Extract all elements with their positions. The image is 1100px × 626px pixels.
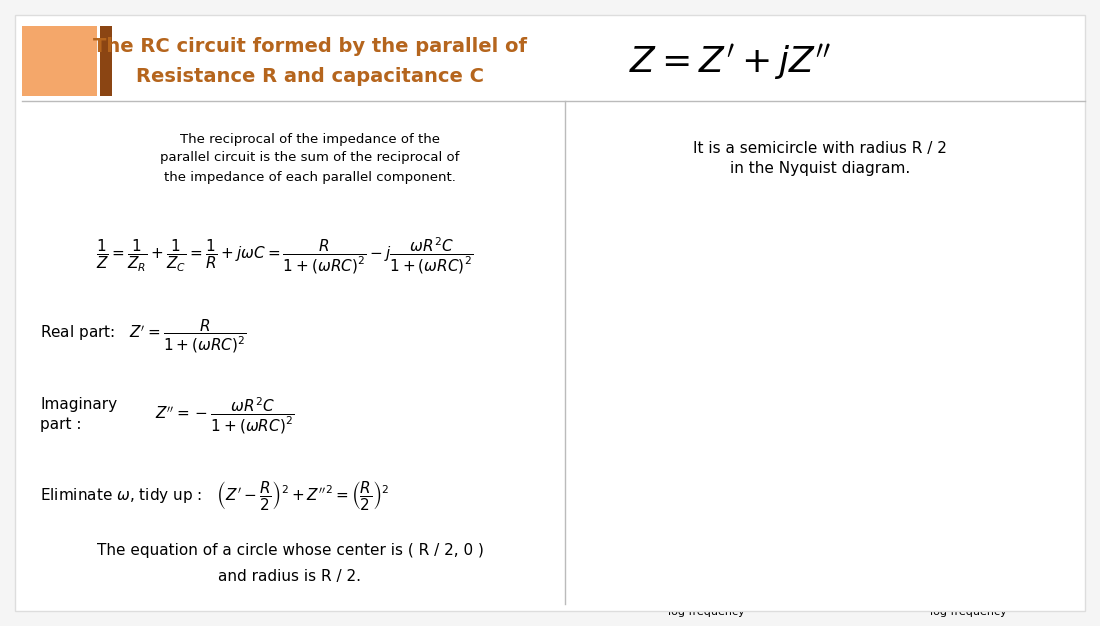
X-axis label: log frequency: log frequency bbox=[930, 607, 1007, 617]
Text: Imaginary: Imaginary bbox=[40, 396, 117, 411]
Text: $10^0$: $10^0$ bbox=[621, 374, 641, 388]
Text: the impedance of each parallel component.: the impedance of each parallel component… bbox=[164, 170, 455, 183]
Text: The RC circuit formed by the parallel of: The RC circuit formed by the parallel of bbox=[94, 38, 527, 56]
Text: The equation of a circle whose center is ( R / 2, 0 ): The equation of a circle whose center is… bbox=[97, 543, 483, 558]
Text: in the Nyquist diagram.: in the Nyquist diagram. bbox=[730, 160, 910, 175]
Text: Resistance R and capacitance C: Resistance R and capacitance C bbox=[136, 68, 484, 86]
Text: It is a semicircle with radius R / 2: It is a semicircle with radius R / 2 bbox=[693, 140, 947, 155]
FancyBboxPatch shape bbox=[100, 26, 112, 96]
Text: $10^3$: $10^3$ bbox=[942, 384, 960, 398]
Text: $10^1$: $10^1$ bbox=[800, 182, 820, 196]
FancyBboxPatch shape bbox=[59, 140, 143, 158]
FancyBboxPatch shape bbox=[22, 26, 97, 96]
Text: $\dfrac{1}{Z} = \dfrac{1}{Z_R} + \dfrac{1}{Z_C} = \dfrac{1}{R} + j\omega C = \df: $\dfrac{1}{Z} = \dfrac{1}{Z_R} + \dfrac{… bbox=[97, 236, 474, 276]
Text: part :: part : bbox=[40, 416, 81, 431]
Y-axis label: Phase angle: Phase angle bbox=[800, 484, 810, 552]
Y-axis label: log |Z|: log |Z| bbox=[530, 500, 541, 536]
Text: Real part:   $Z' = \dfrac{R}{1+(\omega RC)^2}$: Real part: $Z' = \dfrac{R}{1+(\omega RC)… bbox=[40, 317, 246, 355]
Text: $Z'' = -\dfrac{\omega R^2 C}{1+(\omega RC)^2}$: $Z'' = -\dfrac{\omega R^2 C}{1+(\omega R… bbox=[155, 396, 295, 436]
Y-axis label: $Z_{Im}$: $Z_{Im}$ bbox=[544, 290, 559, 311]
Text: The reciprocal of the impedance of the: The reciprocal of the impedance of the bbox=[180, 133, 440, 145]
FancyBboxPatch shape bbox=[15, 15, 1085, 611]
Text: parallel circuit is the sum of the reciprocal of: parallel circuit is the sum of the recip… bbox=[161, 151, 460, 165]
Text: $\infty$: $\infty$ bbox=[597, 162, 608, 175]
Text: $\omega$: $\omega$ bbox=[804, 162, 816, 175]
Text: Eliminate $\omega$, tidy up :   $\left(Z' - \dfrac{R}{2}\right)^2 + Z''^2 = \lef: Eliminate $\omega$, tidy up : $\left(Z' … bbox=[40, 480, 389, 513]
Text: $Z = Z' + jZ''$: $Z = Z' + jZ''$ bbox=[629, 42, 832, 82]
X-axis label: $Z_{Re}$: $Z_{Re}$ bbox=[805, 463, 828, 480]
Text: and radius is R / 2.: and radius is R / 2. bbox=[219, 568, 362, 583]
X-axis label: log frequency: log frequency bbox=[669, 607, 745, 617]
